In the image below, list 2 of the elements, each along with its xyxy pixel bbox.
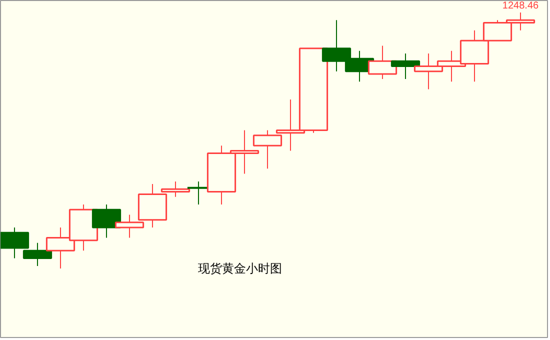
text: 现货黄金小时图	[198, 262, 282, 276]
annotation: 1248.46	[502, 0, 540, 12]
